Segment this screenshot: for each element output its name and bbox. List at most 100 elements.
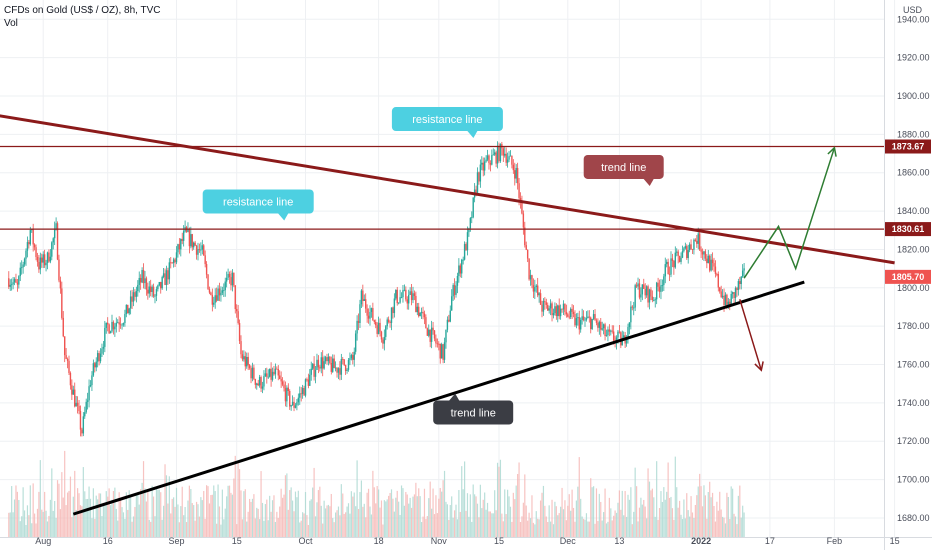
volume-bar [651, 488, 653, 537]
candle [207, 274, 209, 290]
candle [66, 358, 69, 361]
candle [36, 257, 39, 262]
volume-bar [707, 492, 709, 537]
candle [740, 276, 742, 285]
volume-bar [666, 491, 668, 537]
volume-bar [193, 505, 195, 537]
volume-bar [168, 476, 170, 537]
volume-bar [72, 496, 74, 537]
candle [631, 306, 633, 308]
candle [671, 258, 674, 261]
volume-bar [679, 500, 681, 537]
current-price-badge [885, 269, 931, 284]
candle [360, 290, 363, 305]
candle [380, 331, 383, 340]
candle [611, 330, 613, 332]
volume-bar [48, 515, 50, 537]
candle [741, 270, 744, 277]
volume-bar [304, 492, 307, 537]
volume-bar [356, 460, 358, 537]
volume-bar [157, 489, 159, 537]
volume-bar [525, 505, 527, 537]
candle [645, 286, 648, 296]
candle [258, 377, 261, 386]
candle [251, 367, 254, 379]
volume-bar [244, 489, 246, 537]
volume-bar [521, 516, 523, 537]
candle [122, 323, 125, 325]
candle [541, 304, 543, 312]
current-price-badge-label: 1805.70 [892, 272, 925, 282]
volume-bar [580, 498, 582, 537]
volume-bar [643, 499, 645, 537]
volume-bar [625, 516, 628, 537]
volume-bar [613, 515, 615, 537]
volume-bar [462, 489, 464, 537]
volume-bar [441, 491, 443, 537]
candle [19, 267, 21, 277]
candle [203, 245, 205, 256]
volume-bar [191, 503, 193, 537]
candle [496, 145, 499, 164]
candle [32, 228, 34, 245]
candle [555, 306, 558, 317]
candle [160, 281, 162, 289]
candle [236, 309, 238, 312]
volume-bar [706, 518, 708, 537]
candle [551, 303, 553, 316]
volume-bar [259, 519, 261, 537]
candle [178, 244, 181, 250]
candle [704, 251, 707, 259]
candle [719, 287, 721, 292]
candle [552, 313, 555, 316]
volume-bar [310, 499, 312, 537]
candle [660, 285, 662, 292]
volume-bar [711, 492, 714, 537]
volume-bar [187, 500, 189, 537]
volume-bar [582, 518, 585, 537]
volume-bar [630, 487, 632, 537]
volume-bar [200, 497, 202, 537]
candle [343, 359, 345, 366]
volume-bar [330, 493, 332, 537]
volume-bar [249, 498, 251, 537]
volume-bar [398, 501, 400, 537]
candle [627, 327, 629, 339]
volume-bar [527, 520, 529, 537]
candle [739, 281, 741, 285]
volume-bar [9, 512, 11, 537]
volume-bar [366, 492, 368, 537]
volume-bar [494, 490, 496, 537]
volume-bar [511, 521, 513, 537]
candle [195, 245, 198, 255]
candle [320, 357, 322, 369]
volume-bar [496, 462, 499, 537]
candle [218, 288, 221, 296]
candle [39, 257, 42, 270]
volume-bar [552, 524, 555, 537]
candle [271, 371, 274, 380]
volume-bar [713, 505, 715, 537]
candle [640, 294, 642, 298]
callout-trend-line: trend line [583, 154, 664, 186]
candle [472, 197, 474, 218]
volume-bar [218, 506, 221, 537]
candle [644, 288, 646, 296]
volume-bar [234, 455, 236, 537]
volume-indicator-label: Vol [4, 18, 18, 29]
volume-bar [127, 509, 129, 537]
candle [201, 245, 203, 250]
candle [69, 372, 72, 386]
candle [432, 327, 434, 331]
volume-bar [250, 501, 252, 537]
candle [214, 295, 216, 303]
volume-bar [333, 522, 335, 537]
candle [215, 295, 218, 301]
volume-bar [607, 521, 609, 537]
volume-bar [195, 501, 198, 537]
volume-bar [722, 516, 724, 537]
currency-label: USD [903, 5, 923, 15]
volume-bar [18, 499, 20, 537]
candle [608, 329, 611, 332]
